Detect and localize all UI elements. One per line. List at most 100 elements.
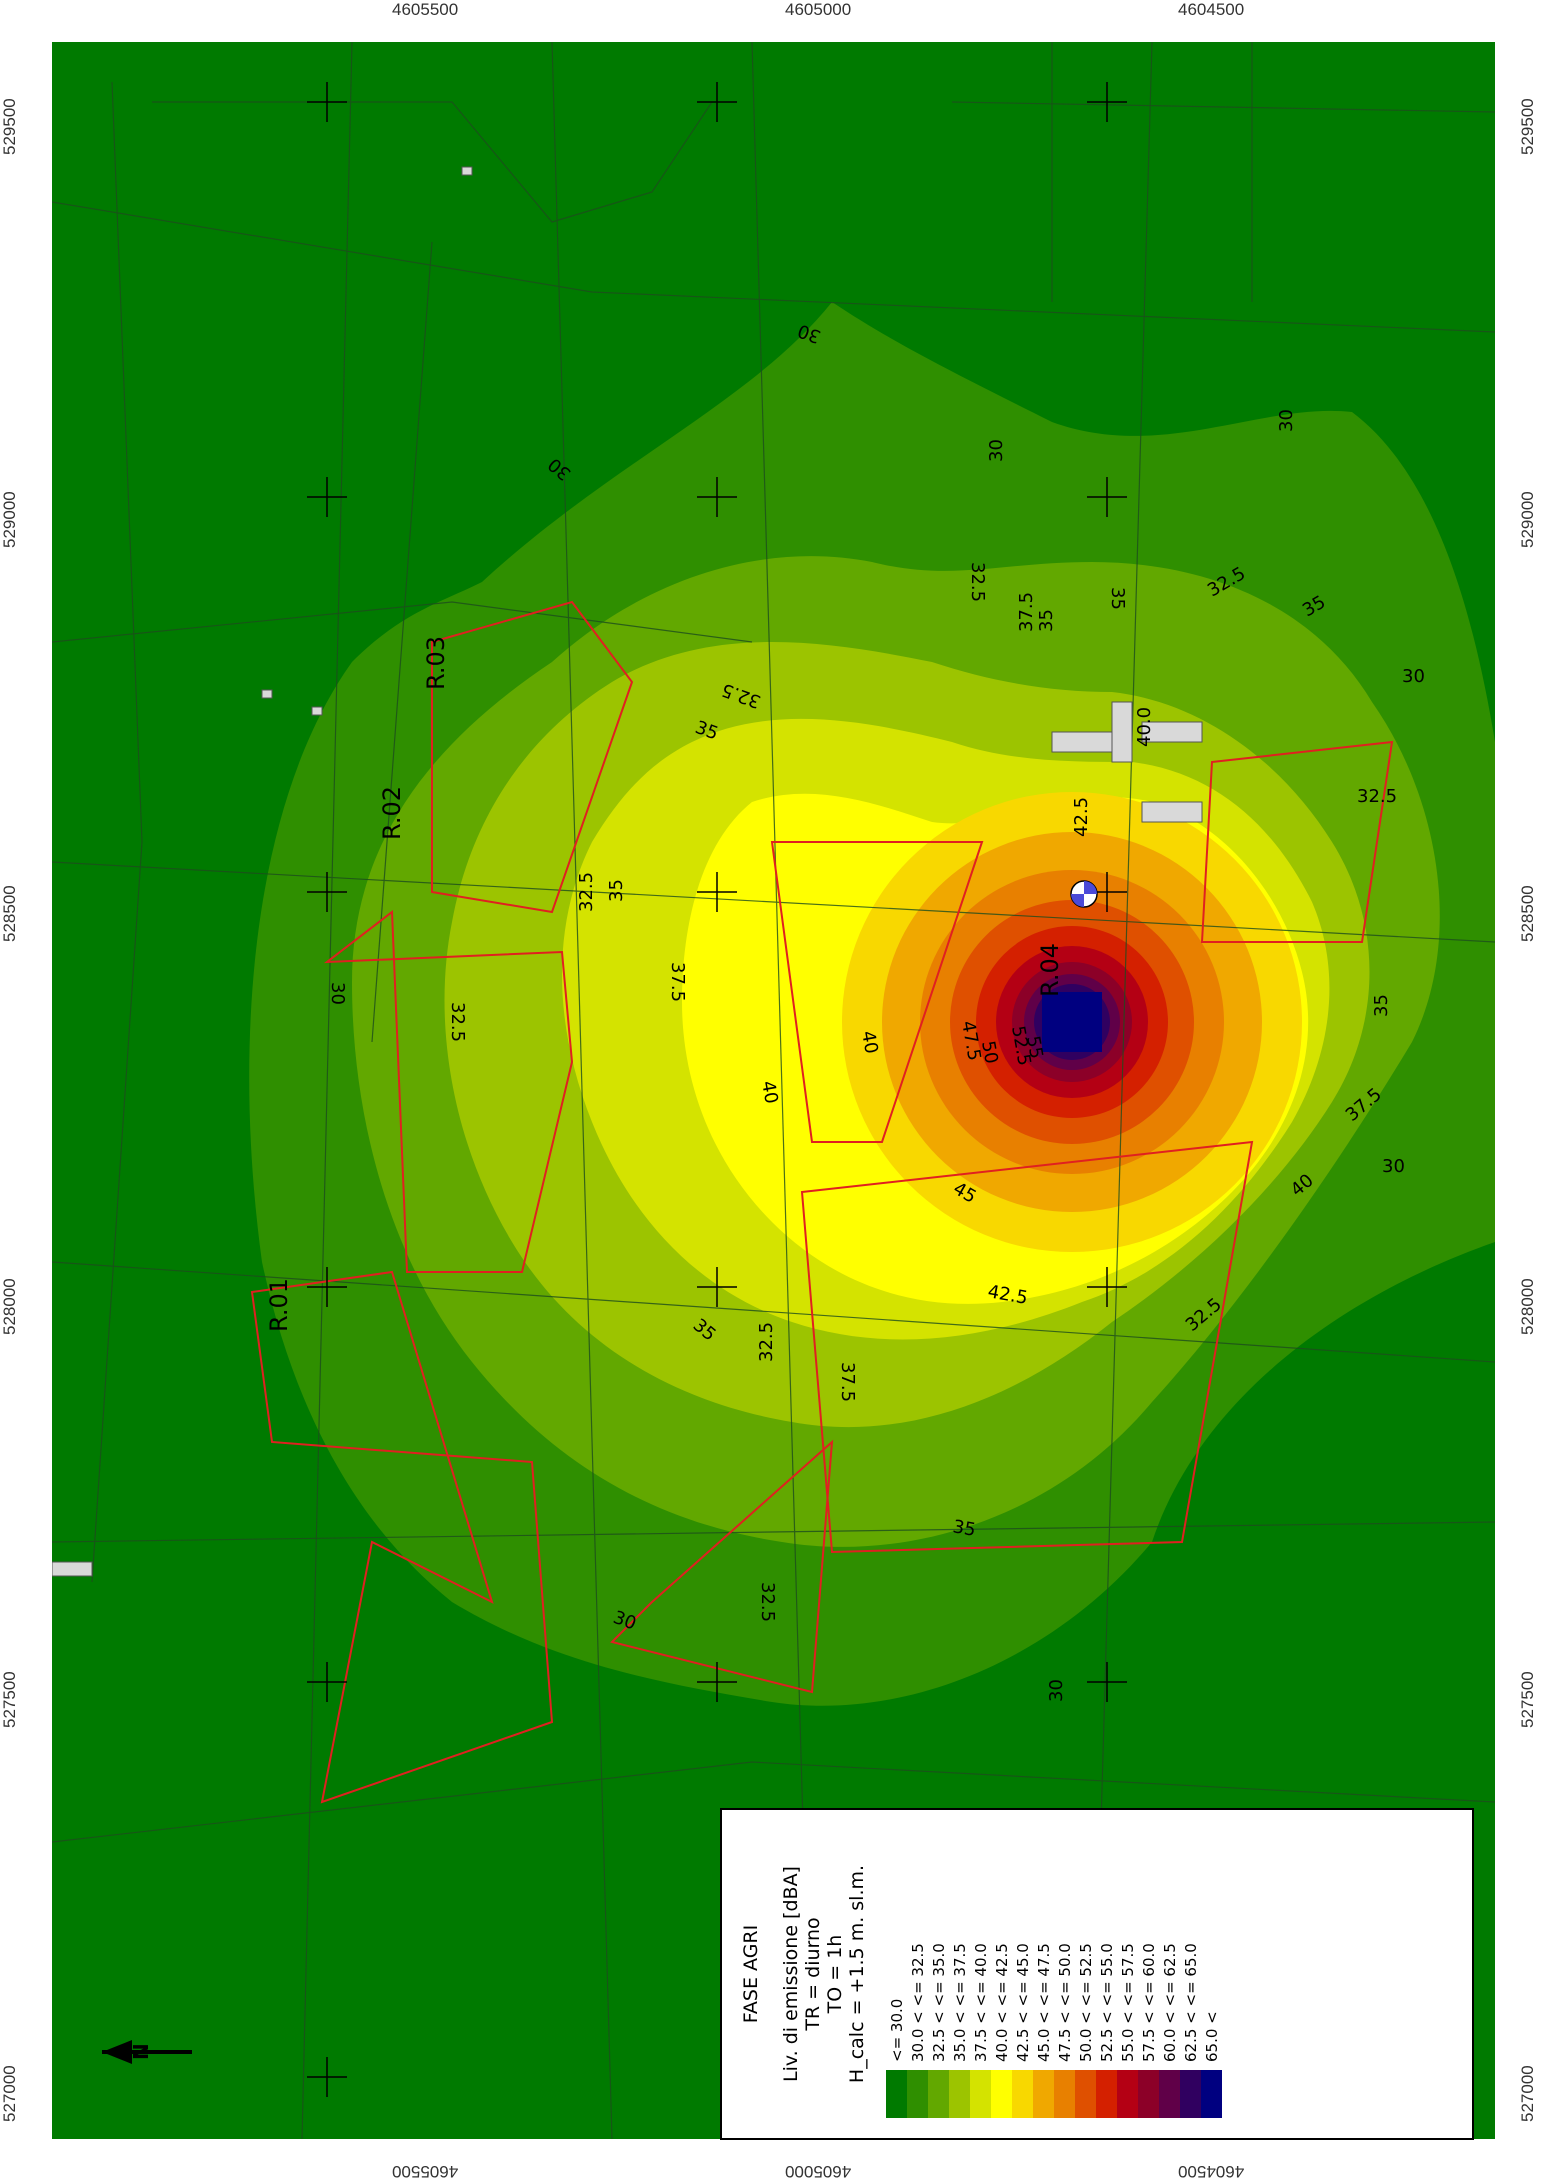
legend-row: 62.5 < <= 65.0 xyxy=(1180,1830,1201,2118)
legend-swatch xyxy=(949,2070,970,2118)
contour-label: 35 xyxy=(951,1516,977,1541)
legend-row: 60.0 < <= 62.5 xyxy=(1159,1830,1180,2118)
legend-row: 57.5 < <= 60.0 xyxy=(1138,1830,1159,2118)
receptor-r02: R.02 xyxy=(378,786,406,840)
legend-row: 42.5 < <= 45.0 xyxy=(1012,1830,1033,2118)
legend-row: 55.0 < <= 57.5 xyxy=(1117,1830,1138,2118)
left-coord-5: 527500 xyxy=(0,1671,19,1728)
legend-line1: Liv. di emissione [dBA] xyxy=(780,1866,802,2082)
legend-swatch xyxy=(1054,2070,1075,2118)
noise-map[interactable]: R.01 R.02 R.03 R.04 30 30 30 30 30 30 30… xyxy=(52,42,1495,2139)
contour-label: 35 xyxy=(1036,609,1057,632)
contour-label: 30 xyxy=(327,982,348,1005)
legend-swatch xyxy=(928,2070,949,2118)
contour-label: 32.5 xyxy=(576,872,597,912)
contour-label: 37.5 xyxy=(1016,592,1037,632)
legend-row: <= 30.0 xyxy=(886,1830,907,2118)
contour-label: 35 xyxy=(606,879,627,902)
legend-swatch xyxy=(1201,2070,1222,2118)
legend-title: FASE AGRI xyxy=(740,1924,762,2024)
legend-row: 47.5 < <= 50.0 xyxy=(1054,1830,1075,2118)
top-coord-3: 4604500 xyxy=(1178,0,1245,19)
top-coord-2: 4605000 xyxy=(785,0,852,19)
legend-row: 40.0 < <= 42.5 xyxy=(991,1830,1012,2118)
bottom-coord-1: 4605500 xyxy=(392,2162,459,2181)
legend-range-label: 47.5 < <= 50.0 xyxy=(1055,1943,1074,2062)
right-coord-1: 529500 xyxy=(1518,98,1537,155)
left-coord-6: 527000 xyxy=(0,2065,19,2122)
contour-labels: 30 30 30 30 30 30 30 30 30 32.5 32.5 32.… xyxy=(327,319,1425,1702)
contour-label: 32.5 xyxy=(756,1322,777,1362)
left-coord-1: 529500 xyxy=(0,98,19,155)
contour-label: 30 xyxy=(1046,1679,1067,1702)
legend-row: 30.0 < <= 32.5 xyxy=(907,1830,928,2118)
legend-row: 45.0 < <= 47.5 xyxy=(1033,1830,1054,2118)
legend-range-label: <= 30.0 xyxy=(887,1998,906,2062)
legend-swatch xyxy=(1033,2070,1054,2118)
contour-label: 32.5 xyxy=(447,1002,468,1042)
legend-swatch xyxy=(907,2070,928,2118)
right-coord-5: 527500 xyxy=(1518,1671,1537,1728)
legend-range-label: 45.0 < <= 47.5 xyxy=(1034,1943,1053,2062)
contour-label: 30 xyxy=(986,439,1007,462)
legend-range-label: 32.5 < <= 35.0 xyxy=(929,1943,948,2062)
legend-range-label: 37.5 < <= 40.0 xyxy=(971,1943,990,2062)
left-coord-2: 529000 xyxy=(0,491,19,548)
right-coord-2: 529000 xyxy=(1518,491,1537,548)
legend-range-label: 50.0 < <= 52.5 xyxy=(1076,1943,1095,2062)
legend-swatch xyxy=(970,2070,991,2118)
legend-row: 37.5 < <= 40.0 xyxy=(970,1830,991,2118)
legend-row: 65.0 < xyxy=(1201,1830,1222,2118)
parcel-lines xyxy=(52,42,1495,2139)
contour-label: 35 xyxy=(1371,994,1392,1017)
contour-label: 30 xyxy=(1276,409,1297,432)
legend-swatch xyxy=(886,2070,907,2118)
legend-range-label: 42.5 < <= 45.0 xyxy=(1013,1943,1032,2062)
legend-range-label: 57.5 < <= 60.0 xyxy=(1139,1943,1158,2062)
contour-label: 32.5 xyxy=(967,562,988,602)
legend-swatch xyxy=(1180,2070,1201,2118)
legend-range-label: 65.0 < xyxy=(1202,2011,1221,2062)
contour-label: 50 xyxy=(977,1039,1002,1065)
receptor-r01: R.01 xyxy=(265,1278,293,1332)
receptor-labels: R.01 R.02 R.03 R.04 xyxy=(265,636,1064,1332)
bottom-coord-2: 4605000 xyxy=(785,2162,852,2181)
grid-crosses xyxy=(307,82,1127,2097)
legend-line3: TO = 1h xyxy=(824,1934,846,2014)
left-coord-3: 528500 xyxy=(0,885,19,942)
north-label: N xyxy=(129,2043,153,2060)
legend-swatch xyxy=(1096,2070,1117,2118)
contour-label: 42.5 xyxy=(1071,797,1092,837)
legend-range-label: 60.0 < <= 62.5 xyxy=(1160,1943,1179,2062)
contour-label: 37.5 xyxy=(667,962,688,1002)
top-coord-1: 4605500 xyxy=(392,0,459,19)
legend-ranges: <= 30.0 30.0 < <= 32.5 32.5 < <= 35.0 35.0 … xyxy=(886,1830,1222,2118)
legend-range-label: 55.0 < <= 57.5 xyxy=(1118,1943,1137,2062)
legend-range-label: 40.0 < <= 42.5 xyxy=(992,1943,1011,2062)
bottom-coord-3: 4604500 xyxy=(1178,2162,1245,2181)
contour-label: 32.5 xyxy=(1357,786,1397,807)
right-coord-4: 528000 xyxy=(1518,1278,1537,1335)
contour-label: 55 xyxy=(1022,1034,1047,1060)
receptor-r04: R.04 xyxy=(1036,943,1064,997)
contour-label: 40.0 xyxy=(1134,707,1155,747)
legend: FASE AGRI Liv. di emissione [dBA] TR = d… xyxy=(720,1808,1474,2140)
legend-swatch xyxy=(991,2070,1012,2118)
north-arrow-icon: N xyxy=(102,2040,192,2064)
legend-line2: TR = diurno xyxy=(802,1917,824,2031)
legend-row: 50.0 < <= 52.5 xyxy=(1075,1830,1096,2118)
contour-label: 30 xyxy=(1402,666,1425,687)
right-coord-6: 527000 xyxy=(1518,2065,1537,2122)
right-coord-3: 528500 xyxy=(1518,885,1537,942)
legend-line4: H_calc = +1.5 m. sl.m. xyxy=(846,1864,868,2084)
contour-label: 32.5 xyxy=(757,1582,778,1622)
legend-range-label: 52.5 < <= 55.0 xyxy=(1097,1943,1116,2062)
legend-swatch xyxy=(1159,2070,1180,2118)
legend-swatch xyxy=(1075,2070,1096,2118)
legend-row: 35.0 < <= 37.5 xyxy=(949,1830,970,2118)
contour-label: 37.5 xyxy=(837,1362,858,1402)
legend-swatch xyxy=(1117,2070,1138,2118)
contour-label: 35 xyxy=(1107,587,1128,610)
buildings xyxy=(52,166,1203,1577)
contour-label: 40 xyxy=(857,1029,882,1055)
